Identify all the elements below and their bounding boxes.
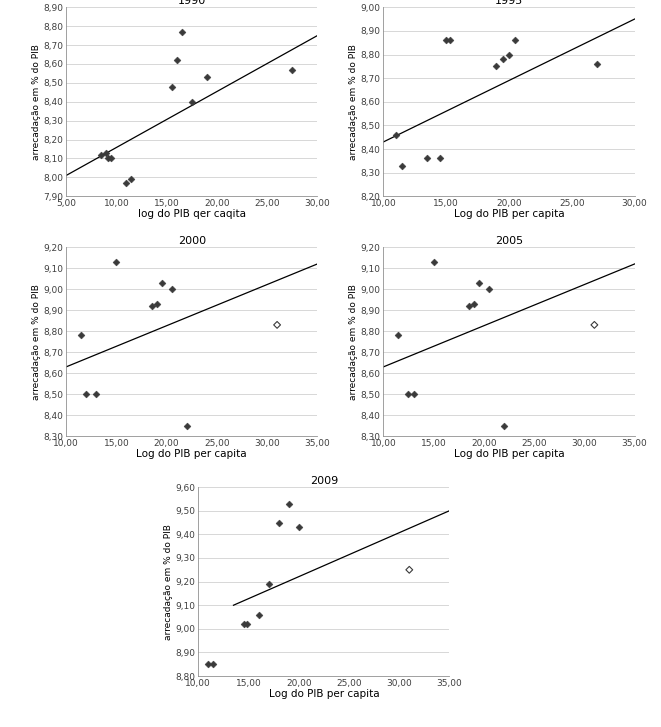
Point [391,129,401,140]
Point [202,71,212,83]
Point [463,300,474,312]
Point [497,53,508,65]
Point [91,388,102,400]
Point [253,608,264,620]
Point [181,420,192,432]
Point [422,153,432,164]
Point [101,147,112,158]
Point [186,96,197,108]
Point [203,659,214,670]
Point [274,517,284,529]
Point [397,160,407,172]
Point [393,329,404,341]
Title: 2000: 2000 [178,236,206,246]
Point [111,256,122,268]
Point [287,64,297,76]
Point [589,319,600,331]
Point [473,277,484,289]
X-axis label: Log do PIB per capita: Log do PIB per capita [268,689,379,699]
Point [151,298,162,310]
Point [435,153,446,164]
Point [96,149,106,161]
Point [238,618,249,630]
X-axis label: Log do PIB per capita: Log do PIB per capita [453,209,564,220]
Point [208,659,219,670]
Point [156,277,167,289]
Point [293,521,304,533]
X-axis label: Log do PIB per capita: Log do PIB per capita [136,449,247,459]
Point [146,300,157,312]
Y-axis label: arrecadação em % do PIB: arrecadação em % do PIB [349,44,358,160]
Point [498,420,509,432]
Point [176,26,187,38]
Title: 1990: 1990 [178,0,206,7]
Point [284,498,294,510]
Point [106,153,116,164]
Title: 2005: 2005 [495,236,523,246]
Point [404,564,414,576]
Point [592,58,602,70]
Y-axis label: arrecadação em % do PIB: arrecadação em % do PIB [32,44,40,160]
X-axis label: Log do PIB per capita: Log do PIB per capita [453,449,564,459]
Point [76,329,87,341]
Point [491,60,502,72]
Point [167,284,177,295]
Point [241,618,252,630]
Point [103,153,114,164]
Point [504,49,514,60]
Point [403,388,414,400]
Point [167,81,177,92]
Point [81,388,91,400]
Point [121,177,132,189]
Point [263,578,274,590]
X-axis label: log do PIB qer caqita: log do PIB qer caqita [137,209,246,220]
Title: 1995: 1995 [495,0,523,7]
Point [171,55,182,66]
Point [126,174,137,185]
Title: 2009: 2009 [310,476,338,486]
Point [469,298,479,310]
Y-axis label: arrecadação em % do PIB: arrecadação em % do PIB [32,284,40,400]
Point [272,319,282,331]
Point [441,34,451,46]
Point [408,388,419,400]
Y-axis label: arrecadação em % do PIB: arrecadação em % do PIB [349,284,358,400]
Point [510,34,520,46]
Point [445,34,455,46]
Point [428,256,439,268]
Y-axis label: arrecadação em % do PIB: arrecadação em % do PIB [164,523,173,640]
Point [484,284,494,295]
